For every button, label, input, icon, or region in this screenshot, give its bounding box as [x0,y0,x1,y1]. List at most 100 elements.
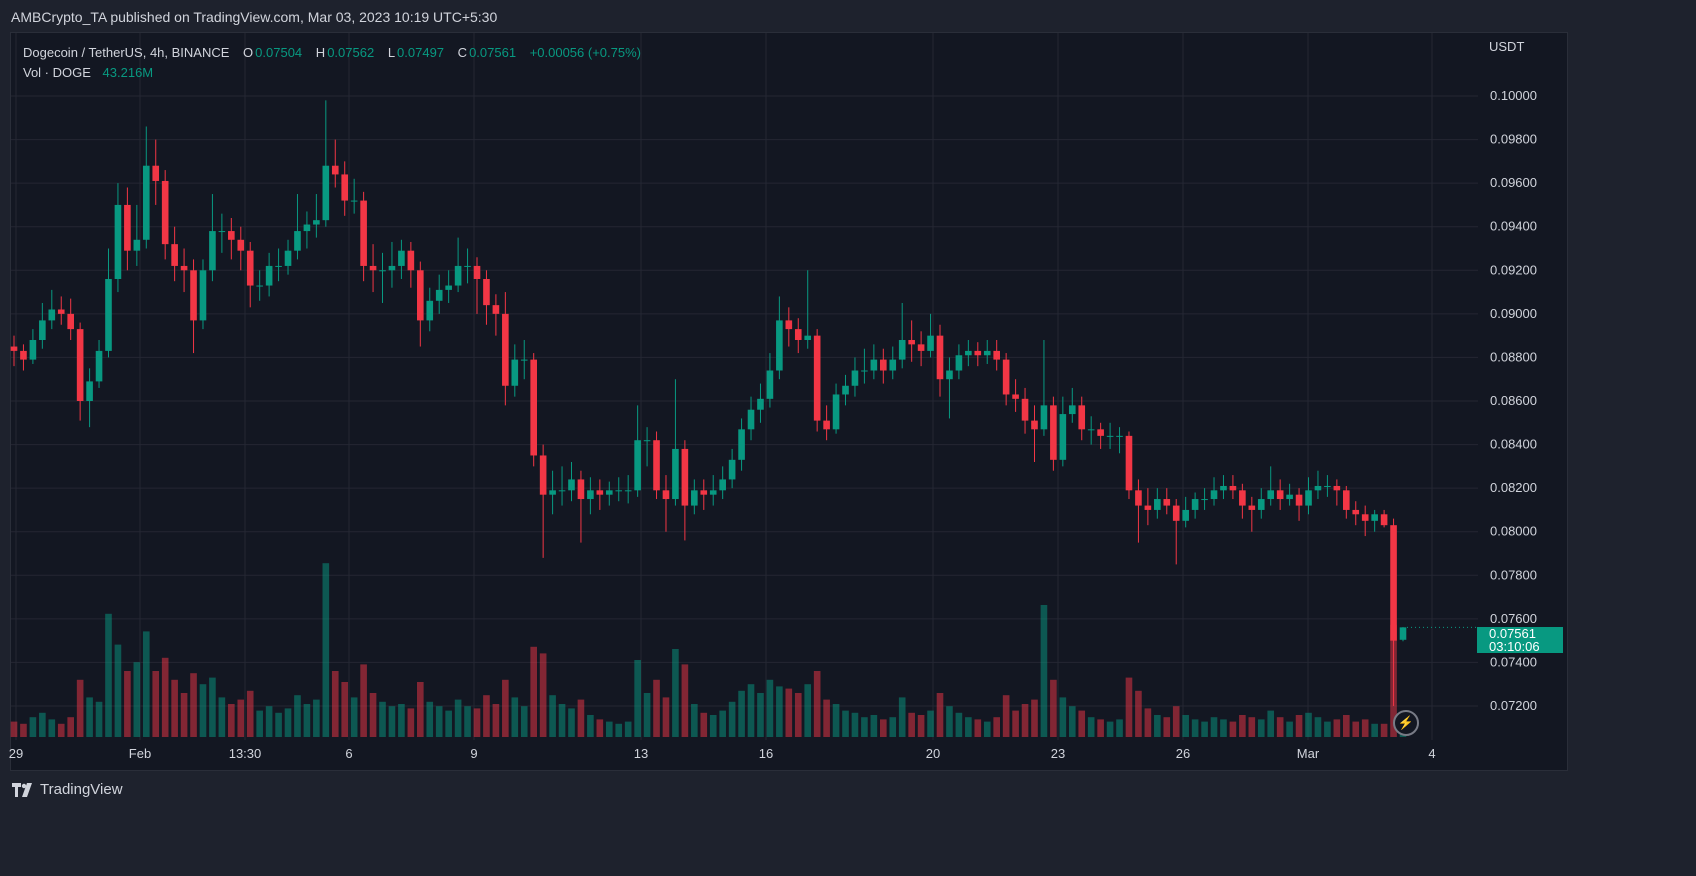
candle-body [454,265,462,286]
candle-body [1012,394,1019,399]
price-tick-label: 0.08200 [1490,480,1537,495]
volume-bar [350,697,358,737]
candle-body [237,239,245,251]
volume-bar [728,701,736,737]
volume-bar [1040,605,1048,737]
volume-bar [842,710,849,737]
volume-bar [1116,719,1123,737]
volume-bar [1333,719,1341,737]
volume-bar [813,671,821,737]
volume-bar [1324,721,1331,737]
volume-bar [502,679,509,737]
footer: TradingView [12,781,123,798]
low-label: L [387,45,396,60]
volume-bar [1361,719,1369,737]
candle-body [303,224,311,232]
volume-bar [861,717,868,737]
candle-body [398,250,405,266]
time-tick-label: 13 [634,746,648,761]
current-price-badge: 0.07561 03:10:06 [1477,627,1563,653]
volume-bar [20,723,27,737]
candle-body [1125,435,1133,491]
candle-body [180,265,188,271]
volume-bar [587,715,594,737]
candle-body [823,420,830,430]
volume-bar [284,708,292,737]
volume-bar [275,712,282,737]
candle-body [908,340,915,345]
volume-bar [615,723,623,737]
price-tick-label: 0.09800 [1490,132,1537,147]
price-tick-label: 0.09400 [1490,219,1537,234]
candle-body [946,370,953,380]
candle-body [29,340,37,360]
price-tick-label: 0.07400 [1490,654,1537,669]
time-tick-label: 9 [470,746,477,761]
candle-body [936,335,944,380]
candle-body [983,350,991,356]
volume-bar [804,684,812,737]
candle-body [228,231,235,240]
candle-body [558,490,566,492]
candle-body [728,459,736,480]
volume-bar [1002,695,1010,737]
volume-bar [171,679,178,737]
volume-bar [246,690,254,737]
candle-body [1267,490,1275,500]
candle-body [360,200,367,266]
candle-body [20,350,27,360]
volume-bar [1286,721,1293,737]
symbol-title[interactable]: Dogecoin / TetherUS, 4h, BINANCE [23,45,230,60]
volume-bar [124,671,131,737]
volume-bar [48,719,56,737]
price-axis-labels: 0.07200 0.07400 0.07600 0.07800 0.08000 0.082… [1490,88,1537,713]
candle-body [1154,499,1161,510]
price-tick-label: 0.08000 [1490,524,1537,539]
volume-bar [672,649,679,737]
candle-body [757,398,764,410]
volume-bar [974,719,982,737]
close-label: C [457,45,468,60]
volume-bar [785,688,793,737]
currency-label[interactable]: USDT [1489,39,1525,54]
volume-bar [823,699,830,737]
volume-bar [898,697,906,737]
candle-body [539,455,547,495]
volume-bar [530,646,538,737]
candle-body [492,305,500,314]
volume-bar [993,717,1001,737]
volume-bar [596,719,604,737]
time-tick-label: 4 [1428,746,1435,761]
candle-body [917,344,925,351]
candle-body [842,385,849,395]
candle-body [464,265,471,267]
price-tick-label: 0.08400 [1490,437,1537,452]
candle-body [870,359,878,371]
volume-bar [757,693,764,737]
candle-body [190,270,197,321]
candle-body [1371,514,1378,521]
volume-bar [265,706,273,737]
time-tick-label: 6 [345,746,352,761]
volume-bar [889,717,897,737]
volume-bar [303,704,311,737]
lightning-icon[interactable]: ⚡ [1393,710,1419,736]
price-tick-label: 0.07800 [1490,567,1537,582]
volume-bar [142,631,150,737]
volume-bar [1371,723,1378,737]
volume-bar [407,708,415,737]
candle-body [1163,499,1171,506]
candle-body [1248,505,1256,510]
candle-body [57,309,65,314]
candle-body [1068,405,1076,415]
volume-bar [379,701,386,737]
candle-body [294,231,301,251]
volume-bar [520,706,528,737]
candle-body [832,394,840,430]
time-tick-label: 20 [926,746,940,761]
volume-bar [114,644,122,737]
candle-body [1324,485,1331,487]
volume-bar [209,677,216,737]
candle-body [369,265,377,271]
